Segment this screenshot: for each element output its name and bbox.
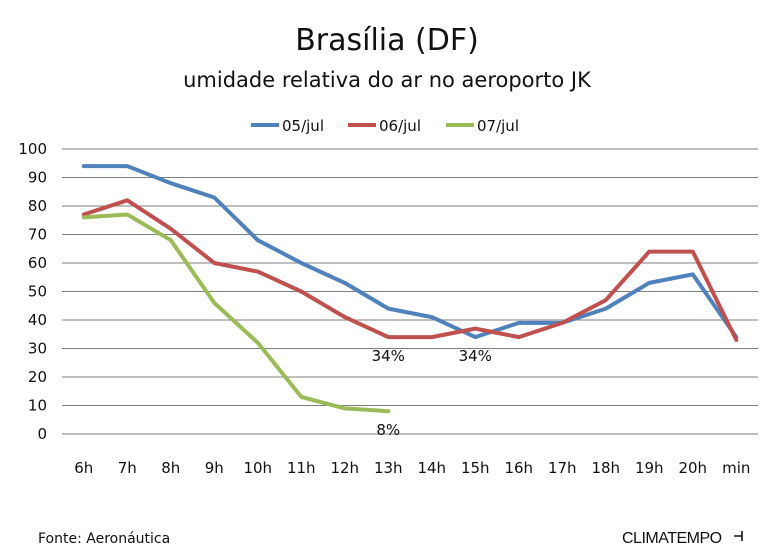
x-tick-label: 12h [330,459,359,477]
y-tick-label: 10 [28,397,47,415]
y-tick-label: 30 [28,340,47,358]
y-tick-label: 50 [28,283,47,301]
x-tick-label: 18h [591,459,620,477]
x-tick-label: 20h [678,459,707,477]
legend-label: 07/jul [477,117,519,135]
y-tick-label: 90 [28,169,47,187]
source-label: Fonte: Aeronáutica [38,531,170,547]
series-line-06-jul [81,198,739,342]
y-tick-label: 60 [28,254,47,272]
chart-subtitle: umidade relativa do ar no aeroporto JK [183,68,592,92]
chart-title: Brasília (DF) [295,23,479,58]
data-annotation: 34% [459,347,492,365]
series-line-07-jul [81,212,391,414]
x-tick-label: 17h [548,459,577,477]
annotations: 34% 34% 8% [372,347,492,439]
y-tick-label: 20 [28,368,47,386]
x-tick-label: 11h [287,459,316,477]
x-tick-label: 7h [118,459,137,477]
x-tick-label: min [722,459,750,477]
climatempo-logo: CLIMATEMPO [622,530,743,547]
y-tick-label: 70 [28,226,47,244]
y-tick-label: 40 [28,311,47,329]
x-tick-label: 16h [504,459,533,477]
y-tick-label: 80 [28,197,47,215]
data-annotation: 8% [376,421,400,439]
data-annotation: 34% [372,347,405,365]
x-tick-label: 10h [243,459,272,477]
x-tick-label: 14h [417,459,446,477]
legend-label: 05/jul [282,117,324,135]
legend: 05/jul 06/jul 07/jul [251,117,519,135]
x-tick-label: 19h [635,459,664,477]
y-axis: 0 10 20 30 40 50 60 70 80 90 100 [18,140,47,443]
y-tick-label: 100 [18,140,47,158]
brand-mark-icon [734,531,743,541]
x-tick-label: 6h [74,459,93,477]
brand-text: CLIMATEMPO [622,530,722,547]
x-tick-label: 8h [161,459,180,477]
legend-label: 06/jul [379,117,421,135]
x-tick-label: 13h [374,459,403,477]
x-axis: 6h 7h 8h 9h 10h 11h 12h 13h 14h 15h 16h 17h 18h 19h 20… [74,459,750,477]
y-tick-label: 0 [37,425,47,443]
x-tick-label: 15h [461,459,490,477]
gridlines [62,148,758,435]
series-lines [81,164,739,414]
x-tick-label: 9h [205,459,224,477]
series-line-05-jul [81,164,739,340]
